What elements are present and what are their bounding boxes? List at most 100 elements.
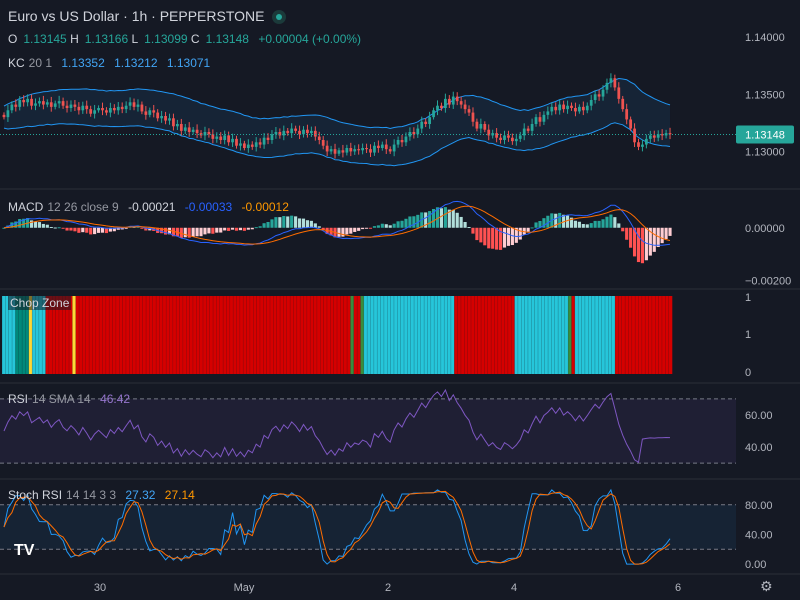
chop-legend[interactable]: Chop Zone (8, 296, 72, 310)
macd-histogram-bar (652, 227, 656, 252)
macd-histogram-bar (124, 227, 128, 229)
candle-body (542, 114, 546, 122)
macd-histogram-bar (498, 227, 503, 250)
chop-zone-bar (494, 296, 499, 374)
chop-zone-bar (12, 296, 16, 374)
macd-histogram-bar (345, 227, 349, 235)
chop-zone-bar (226, 296, 231, 374)
macd-histogram-bar (664, 227, 668, 239)
macd-histogram-bar (37, 222, 42, 228)
macd-histogram-bar (89, 227, 93, 235)
candle-body (380, 144, 384, 148)
candle-body (38, 101, 41, 104)
chop-zone-bar (172, 296, 177, 374)
chop-zone-bar (377, 296, 381, 374)
chop-zone-bar (236, 296, 241, 374)
macd-histogram-bar (400, 220, 404, 228)
candle-body (369, 149, 372, 153)
macd-histogram-bar (242, 227, 246, 231)
stoch-tick-label: 40.00 (745, 529, 773, 541)
candle-body (124, 105, 128, 110)
tradingview-logo[interactable]: TV (14, 542, 35, 559)
chop-zone-bar (2, 296, 6, 374)
chop-zone-bar (651, 296, 656, 374)
macd-histogram-bar (108, 227, 112, 232)
rsi-legend[interactable]: RSI 14 SMA 14 46.42 (8, 392, 130, 406)
candle-body (306, 129, 309, 134)
close-value: 1.13148 (205, 32, 249, 46)
candle-body (187, 127, 191, 132)
gear-icon[interactable]: ⚙ (760, 578, 773, 594)
chop-zone-bar (427, 296, 432, 374)
macd-histogram-bar (526, 227, 530, 232)
candle-body (345, 148, 349, 153)
stoch-legend[interactable]: Stoch RSI 14 14 3 3 27.32 27.14 (8, 488, 195, 502)
stoch-label: Stoch RSI (8, 488, 63, 502)
chop-zone-bar (655, 296, 659, 374)
kc-legend[interactable]: KC 20 1 1.13352 1.13212 1.13071 (8, 56, 210, 70)
macd-tick-label: 0.00000 (745, 223, 785, 235)
chop-zone-bar (343, 296, 348, 374)
chop-zone-bar (58, 296, 63, 374)
candle-body (660, 134, 664, 136)
candle-body (483, 124, 487, 130)
chop-zone-bar (367, 296, 371, 374)
macd-legend[interactable]: MACD 12 26 close 9 -0.00021 -0.00033 -0.0… (8, 200, 289, 214)
chop-zone-bar (340, 296, 344, 374)
macd-histogram-bar (93, 227, 97, 235)
stoch-params: 14 14 3 3 (66, 488, 117, 502)
macd-histogram-bar (451, 209, 455, 228)
candle-body (321, 140, 325, 146)
macd-histogram-bar (258, 226, 262, 228)
candle-body (65, 105, 69, 108)
chop-zone-bar (414, 296, 418, 374)
candle-body (109, 108, 112, 113)
candle-body (266, 137, 270, 140)
chop-zone-bar (320, 296, 324, 374)
macd-histogram-bar (309, 220, 313, 228)
candle-body (274, 132, 278, 135)
chop-zone-bar (383, 296, 388, 374)
candle-body (447, 98, 451, 105)
chop-zone-bar (38, 296, 43, 374)
chop-zone-bar (186, 296, 190, 374)
macd-histogram-bar (112, 227, 116, 232)
macd-histogram-bar (61, 227, 65, 229)
candle-body (140, 104, 144, 112)
macd-histogram-bar (163, 227, 168, 235)
macd-histogram-bar (562, 214, 566, 228)
macd-histogram-bar (234, 227, 239, 231)
candle-body (116, 106, 120, 111)
macd-histogram-bar (601, 219, 605, 228)
chop-zone-bar (380, 296, 385, 374)
candle-body (61, 101, 65, 106)
chop-zone-bar (628, 296, 633, 374)
macd-histogram-bar (100, 227, 105, 233)
chop-zone-bar (48, 296, 53, 374)
macd-histogram-bar (660, 227, 664, 244)
chop-zone-bar (310, 296, 314, 374)
price-tick-label: 1.13000 (745, 146, 785, 158)
candle-body (176, 124, 179, 127)
candle-body (112, 108, 116, 111)
chop-zone-bar (313, 296, 318, 374)
macd-histogram-bar (313, 223, 317, 228)
chop-zone-bar (253, 296, 257, 374)
candle-body (227, 135, 230, 143)
macd-histogram-bar (266, 221, 270, 228)
macd-histogram-bar (609, 214, 613, 228)
chop-tick-label: 1 (745, 329, 751, 341)
candle-body (77, 106, 81, 111)
candle-body (172, 118, 175, 127)
candle-body (373, 145, 376, 153)
candle-body (325, 145, 329, 152)
candle-body (400, 140, 404, 143)
last-price-badge (736, 125, 794, 144)
chop-zone-bar (548, 296, 552, 374)
chop-zone-bar (203, 296, 207, 374)
chop-zone-bar (182, 296, 187, 374)
candle-body (668, 133, 672, 135)
chop-zone-bar (544, 296, 549, 374)
macd-histogram-bar (191, 227, 195, 237)
